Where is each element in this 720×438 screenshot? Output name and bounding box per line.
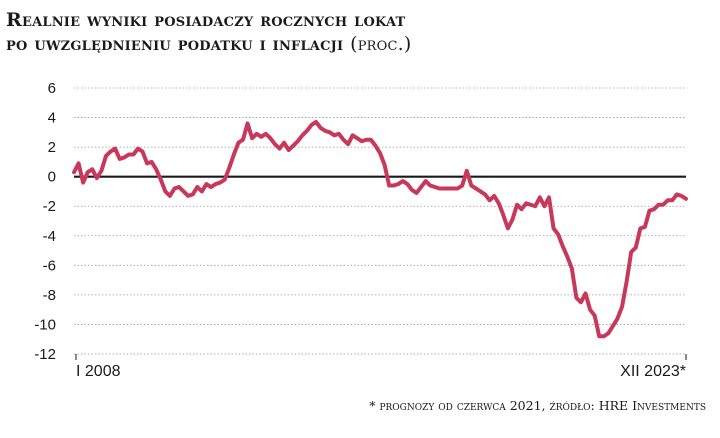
y-tick-label: 4 <box>48 110 56 127</box>
chart-title-line2-text: po uwzględnieniu podatku i inflacji <box>6 33 344 55</box>
y-tick-label: -12 <box>34 346 56 363</box>
series-line <box>72 119 688 339</box>
x-tick-start: I 2008 <box>76 363 121 380</box>
chart-title-line2: po uwzględnieniu podatku i inflacji (pro… <box>6 32 706 56</box>
chart-title-unit: (proc.) <box>350 33 412 55</box>
y-tick-label: -2 <box>43 198 56 215</box>
y-tick-label: 6 <box>48 80 56 97</box>
gridlines <box>74 87 686 355</box>
chart-title: Realnie wyniki posiadaczy rocznych lokat… <box>6 8 706 56</box>
y-tick-label: -6 <box>43 257 56 274</box>
y-tick-label: -10 <box>34 316 56 333</box>
chart-title-line1: Realnie wyniki posiadaczy rocznych lokat <box>6 9 406 31</box>
x-tick-end: XII 2023* <box>620 363 686 380</box>
y-tick-label: 0 <box>48 169 56 186</box>
y-axis-tick-labels: 6 4 2 0 -2 -4 -6 -8 -10 -12 <box>34 80 56 363</box>
y-tick-label: -8 <box>43 287 56 304</box>
y-tick-label: -4 <box>43 228 56 245</box>
footnote: * prognozy od czerwca 2021, źródło: HRE … <box>369 398 706 413</box>
y-tick-label: 2 <box>48 139 56 156</box>
